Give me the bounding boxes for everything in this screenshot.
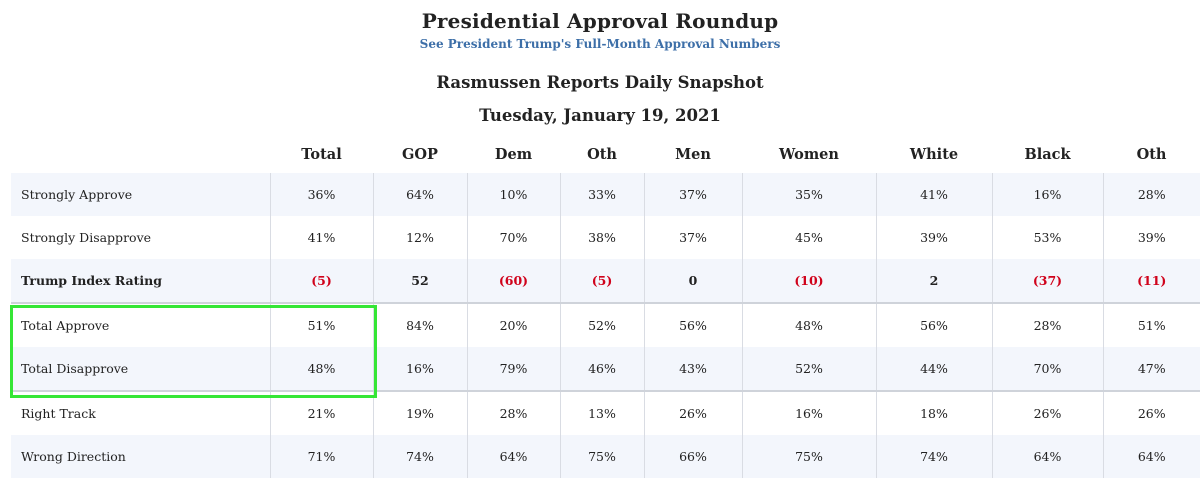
table-cell: 51% (269, 302, 373, 347)
table-cell: 56% (643, 302, 742, 347)
table-cell: 43% (643, 347, 742, 391)
table-cell: 64% (991, 435, 1103, 478)
table-cell: 41% (269, 216, 373, 259)
table-header-row: Total GOP Dem Oth Men Women White Black … (11, 139, 1200, 173)
table-cell: 70% (991, 347, 1103, 391)
table-cell: 64% (1102, 435, 1200, 478)
table-cell: 56% (875, 302, 992, 347)
table-cell: 28% (991, 302, 1103, 347)
approval-table: Total GOP Dem Oth Men Women White Black … (11, 139, 1200, 478)
table-cell: 74% (372, 435, 467, 478)
table-cell: 52% (559, 302, 644, 347)
page-title: Presidential Approval Roundup (421, 9, 779, 33)
table-cell: 39% (1102, 216, 1200, 259)
table-cell: 2 (875, 259, 992, 303)
table-cell: 10% (466, 173, 560, 216)
row-label: Total Approve (11, 302, 270, 347)
table-cell: 44% (875, 347, 992, 391)
table-cell: 37% (643, 216, 742, 259)
table-cell: 84% (372, 302, 467, 347)
column-header-oth-party: Oth (587, 145, 617, 163)
column-header-men: Men (675, 145, 711, 163)
table-cell: 0 (643, 259, 742, 303)
table-cell: 16% (372, 347, 467, 391)
table-cell: 46% (559, 347, 644, 391)
table-cell: 18% (875, 390, 992, 435)
table-cell: 26% (991, 390, 1103, 435)
table-cell: 75% (559, 435, 644, 478)
table-cell: 20% (466, 302, 560, 347)
row-label: Strongly Disapprove (21, 230, 152, 245)
table-cell: 12% (372, 216, 467, 259)
table-cell: 36% (269, 173, 373, 216)
table-cell: 37% (643, 173, 742, 216)
table-cell: 71% (269, 435, 373, 478)
table-cell: 48% (269, 347, 373, 391)
row-label: Right Track (11, 390, 270, 435)
column-header-black: Black (1024, 145, 1071, 163)
table-cell: 79% (466, 347, 560, 391)
table-cell: 47% (1102, 347, 1200, 391)
table-cell: 28% (466, 390, 560, 435)
table-cell: 51% (1102, 302, 1200, 347)
table-row: Total Approve 51% 84% 20% 52% 56% 48% 56… (11, 302, 1200, 347)
table-cell: 74% (875, 435, 992, 478)
column-header-oth-race: Oth (1136, 145, 1167, 163)
table-cell: 26% (643, 390, 742, 435)
table-cell: 75% (741, 435, 876, 478)
row-label: Trump Index Rating (11, 259, 270, 303)
table-row: Total Disapprove 48% 16% 79% 46% 43% 52%… (11, 347, 1200, 391)
row-label: Strongly Approve (11, 173, 270, 216)
table-cell: 16% (741, 390, 876, 435)
row-label: Wrong Direction (11, 435, 270, 478)
column-header-dem: Dem (494, 145, 533, 163)
table-row: Right Track 21% 19% 28% 13% 26% 16% 18% … (11, 390, 1200, 435)
table-cell: 53% (991, 216, 1103, 259)
table-cell: 45% (741, 216, 876, 259)
row-label: Total Disapprove (11, 347, 270, 391)
table-cell: 70% (466, 216, 560, 259)
table-cell: 21% (269, 390, 373, 435)
column-header-white: White (909, 145, 959, 163)
table-cell: 16% (991, 173, 1103, 216)
table-cell: 41% (875, 173, 992, 216)
snapshot-date: Tuesday, January 19, 2021 (479, 106, 721, 125)
table-cell: 48% (741, 302, 876, 347)
table-row: Strongly Disapprove 41% 12% 70% 38% 37% … (11, 216, 1200, 259)
column-header-total: Total (301, 145, 342, 163)
table-cell: (10) (741, 259, 876, 303)
table-row-index-rating: Trump Index Rating (5) 52 (60) (5) 0 (10… (11, 259, 1200, 303)
table-cell: 33% (559, 173, 644, 216)
table-row: Wrong Direction 71% 74% 64% 75% 66% 75% … (11, 435, 1200, 478)
table-cell: (60) (466, 259, 560, 303)
table-cell: 28% (1102, 173, 1200, 216)
full-month-approval-link[interactable]: See President Trump's Full-Month Approva… (419, 37, 781, 51)
snapshot-title: Rasmussen Reports Daily Snapshot (436, 73, 764, 92)
table-cell: 38% (559, 216, 644, 259)
table-cell: 52 (372, 259, 467, 303)
table-cell: 35% (741, 173, 876, 216)
table-cell: 19% (372, 390, 467, 435)
column-header-women: Women (779, 145, 839, 163)
table-cell: (11) (1102, 259, 1200, 303)
column-header-gop: GOP (402, 145, 438, 163)
table-cell: 26% (1102, 390, 1200, 435)
column-header-label (11, 139, 270, 173)
table-cell: 66% (643, 435, 742, 478)
table-cell: (5) (269, 259, 373, 303)
table-cell: (37) (991, 259, 1103, 303)
table-cell: 64% (466, 435, 560, 478)
table-cell: 52% (741, 347, 876, 391)
table-cell: (5) (559, 259, 644, 303)
table-row: Strongly Approve 36% 64% 10% 33% 37% 35%… (11, 173, 1200, 216)
table-cell: 13% (559, 390, 644, 435)
table-cell: 39% (875, 216, 992, 259)
table-cell: 64% (372, 173, 467, 216)
